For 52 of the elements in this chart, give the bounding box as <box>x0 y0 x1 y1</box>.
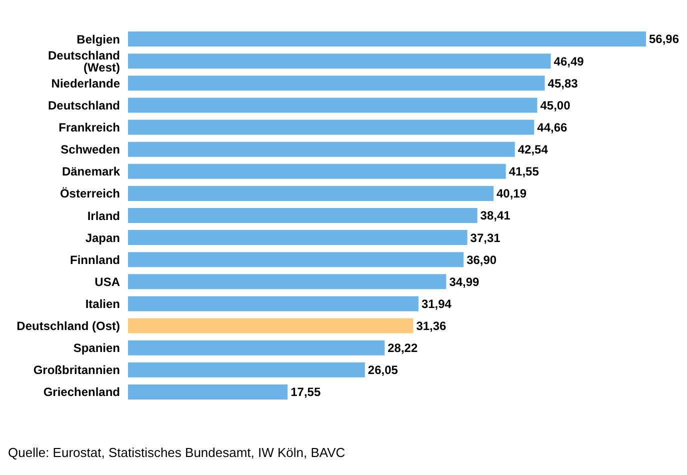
y-tick-label: Österreich <box>60 186 120 201</box>
y-tick-label: Belgien <box>76 32 120 46</box>
data-label: 38,41 <box>480 208 511 223</box>
bar <box>128 98 538 113</box>
bar <box>128 120 534 135</box>
y-tick-label: Italien <box>85 296 120 311</box>
y-tick-label: Großbritannien <box>33 363 120 378</box>
data-label: 17,55 <box>290 385 321 400</box>
bar <box>128 32 646 47</box>
bar <box>128 384 288 400</box>
data-label: 45,83 <box>548 76 578 90</box>
data-label: 45,00 <box>540 98 571 112</box>
y-tick-label: Deutschland (West) <box>48 48 120 74</box>
bar <box>128 142 515 157</box>
data-label: 37,31 <box>470 230 501 245</box>
data-label: 40,19 <box>496 186 527 201</box>
bar <box>128 186 494 201</box>
bar <box>128 208 478 223</box>
y-tick-label: Deutschland (Ost) <box>16 319 120 334</box>
data-label: 31,36 <box>416 318 447 333</box>
bar <box>128 318 414 334</box>
data-label: 28,22 <box>388 341 418 356</box>
bar <box>128 164 506 179</box>
y-tick-label: Spanien <box>73 341 120 356</box>
data-label: 42,54 <box>518 142 548 157</box>
y-tick-label: Niederlande <box>51 76 120 90</box>
bar <box>128 230 468 246</box>
bar <box>128 252 464 268</box>
data-label: 46,49 <box>554 54 584 68</box>
data-label: 36,90 <box>466 252 497 267</box>
data-label: 44,66 <box>537 120 568 134</box>
data-label: 56,96 <box>649 32 680 46</box>
y-tick-label: Schweden <box>60 142 120 157</box>
y-tick-label: Griechenland <box>43 385 120 400</box>
bar <box>128 274 446 290</box>
y-tick-label: Japan <box>85 230 120 245</box>
bar <box>128 76 545 91</box>
data-label: 26,05 <box>368 363 398 378</box>
y-tick-label: Finnland <box>70 252 120 267</box>
bar <box>128 362 365 378</box>
y-tick-label: Dänemark <box>62 164 120 179</box>
bar <box>128 340 385 356</box>
data-label: 34,99 <box>449 274 480 289</box>
data-label: 31,94 <box>421 296 452 311</box>
y-tick-label: USA <box>94 274 120 289</box>
y-tick-label: Irland <box>87 208 120 223</box>
bar <box>128 296 418 312</box>
bar <box>128 54 551 69</box>
data-label: 41,55 <box>508 164 540 179</box>
y-tick-label: Deutschland <box>48 98 120 112</box>
source-note: Quelle: Eurostat, Statistisches Bundesamt, IW Köln, BAVC <box>8 445 346 460</box>
y-tick-label: Frankreich <box>58 120 120 135</box>
